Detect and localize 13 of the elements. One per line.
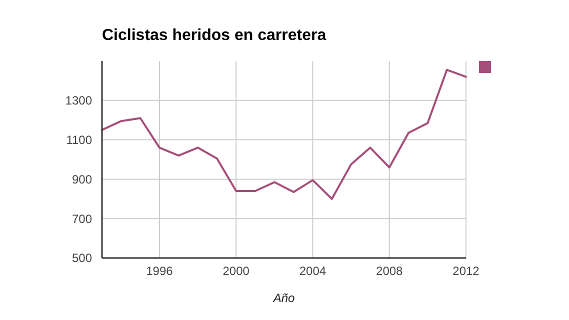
x-tick-label: 2008 [376,264,404,278]
x-tick-label: 2004 [299,264,326,278]
x-tick-label: 2012 [452,264,480,278]
x-tick-label: 2000 [222,264,250,278]
chart-title: Ciclistas heridos en carretera [102,27,326,44]
x-tick-label: 1996 [146,264,174,278]
x-axis-title: Año [272,291,295,305]
line-series [101,68,467,200]
y-tick-label: 700 [72,212,92,226]
y-tick-label: 500 [72,251,92,266]
y-tick-label: 900 [72,172,92,186]
y-tick-label: 1300 [65,94,92,108]
y-tick-label: 1100 [66,133,92,147]
